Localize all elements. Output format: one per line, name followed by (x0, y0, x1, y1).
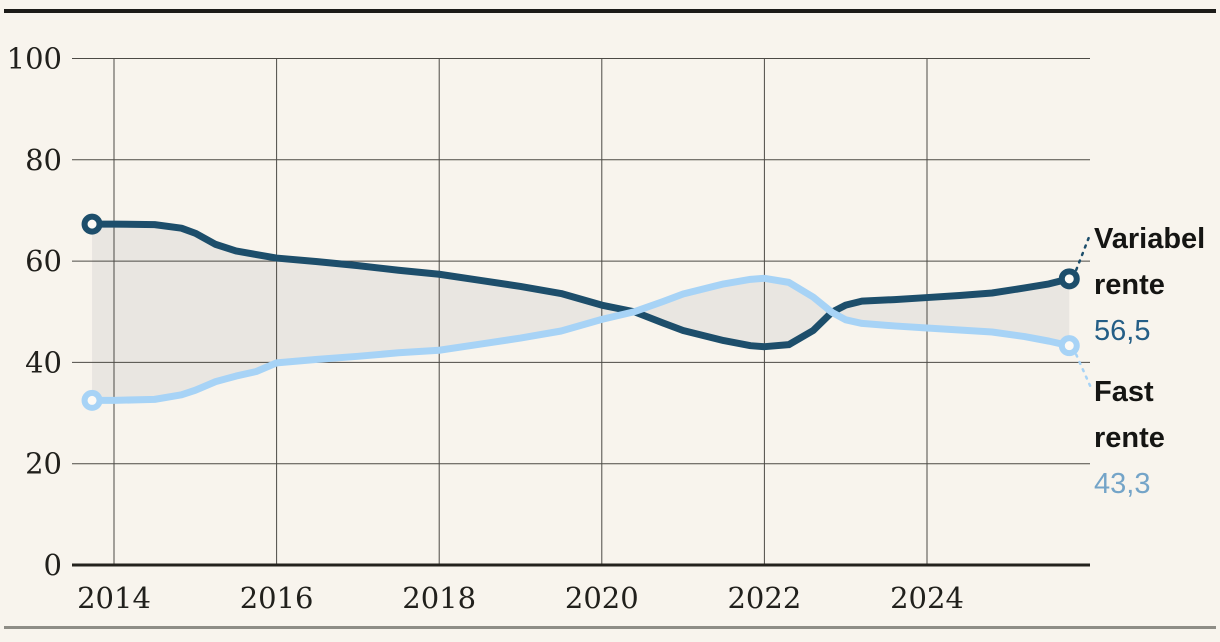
y-tick-label-20: 20 (25, 447, 62, 481)
top-rule (4, 9, 1216, 13)
y-tick-label-100: 100 (7, 42, 62, 76)
series-line-fast-rente (88, 274, 1073, 404)
legend-fast-rente: Fast rente 43,3 (1094, 369, 1165, 507)
x-tick-label-2016: 2016 (240, 581, 314, 615)
legend-fast-value: 43,3 (1094, 468, 1151, 500)
x-tick-label-2014: 2014 (77, 581, 151, 615)
start-marker-variabel-rente (81, 213, 103, 235)
legend-fast-name-line2: rente (1094, 422, 1165, 454)
bottom-rule (4, 626, 1216, 629)
end-marker-fast-rente (1058, 335, 1080, 357)
connector-fast-rente (1075, 353, 1094, 392)
end-marker-variabel-rente (1058, 268, 1080, 290)
x-tick-label-2022: 2022 (727, 581, 801, 615)
y-tick-label-60: 60 (25, 244, 62, 278)
connector-variabel-rente (1075, 232, 1092, 272)
y-tick-label-40: 40 (25, 345, 62, 379)
x-tick-label-2018: 2018 (402, 581, 476, 615)
x-tick-label-2020: 2020 (565, 581, 639, 615)
x-tick-label-2024: 2024 (890, 581, 964, 615)
y-tick-label-80: 80 (25, 143, 62, 177)
legend-variabel-name-line2: rente (1094, 269, 1165, 301)
y-tick-label-0: 0 (44, 548, 62, 582)
start-marker-fast-rente (81, 389, 103, 411)
legend-fast-name-line1: Fast (1094, 376, 1154, 408)
legend-variabel-name-line1: Variabel (1094, 223, 1206, 255)
legend-variabel-rente: Variabel rente 56,5 (1094, 216, 1205, 354)
legend-variabel-value: 56,5 (1094, 315, 1151, 347)
